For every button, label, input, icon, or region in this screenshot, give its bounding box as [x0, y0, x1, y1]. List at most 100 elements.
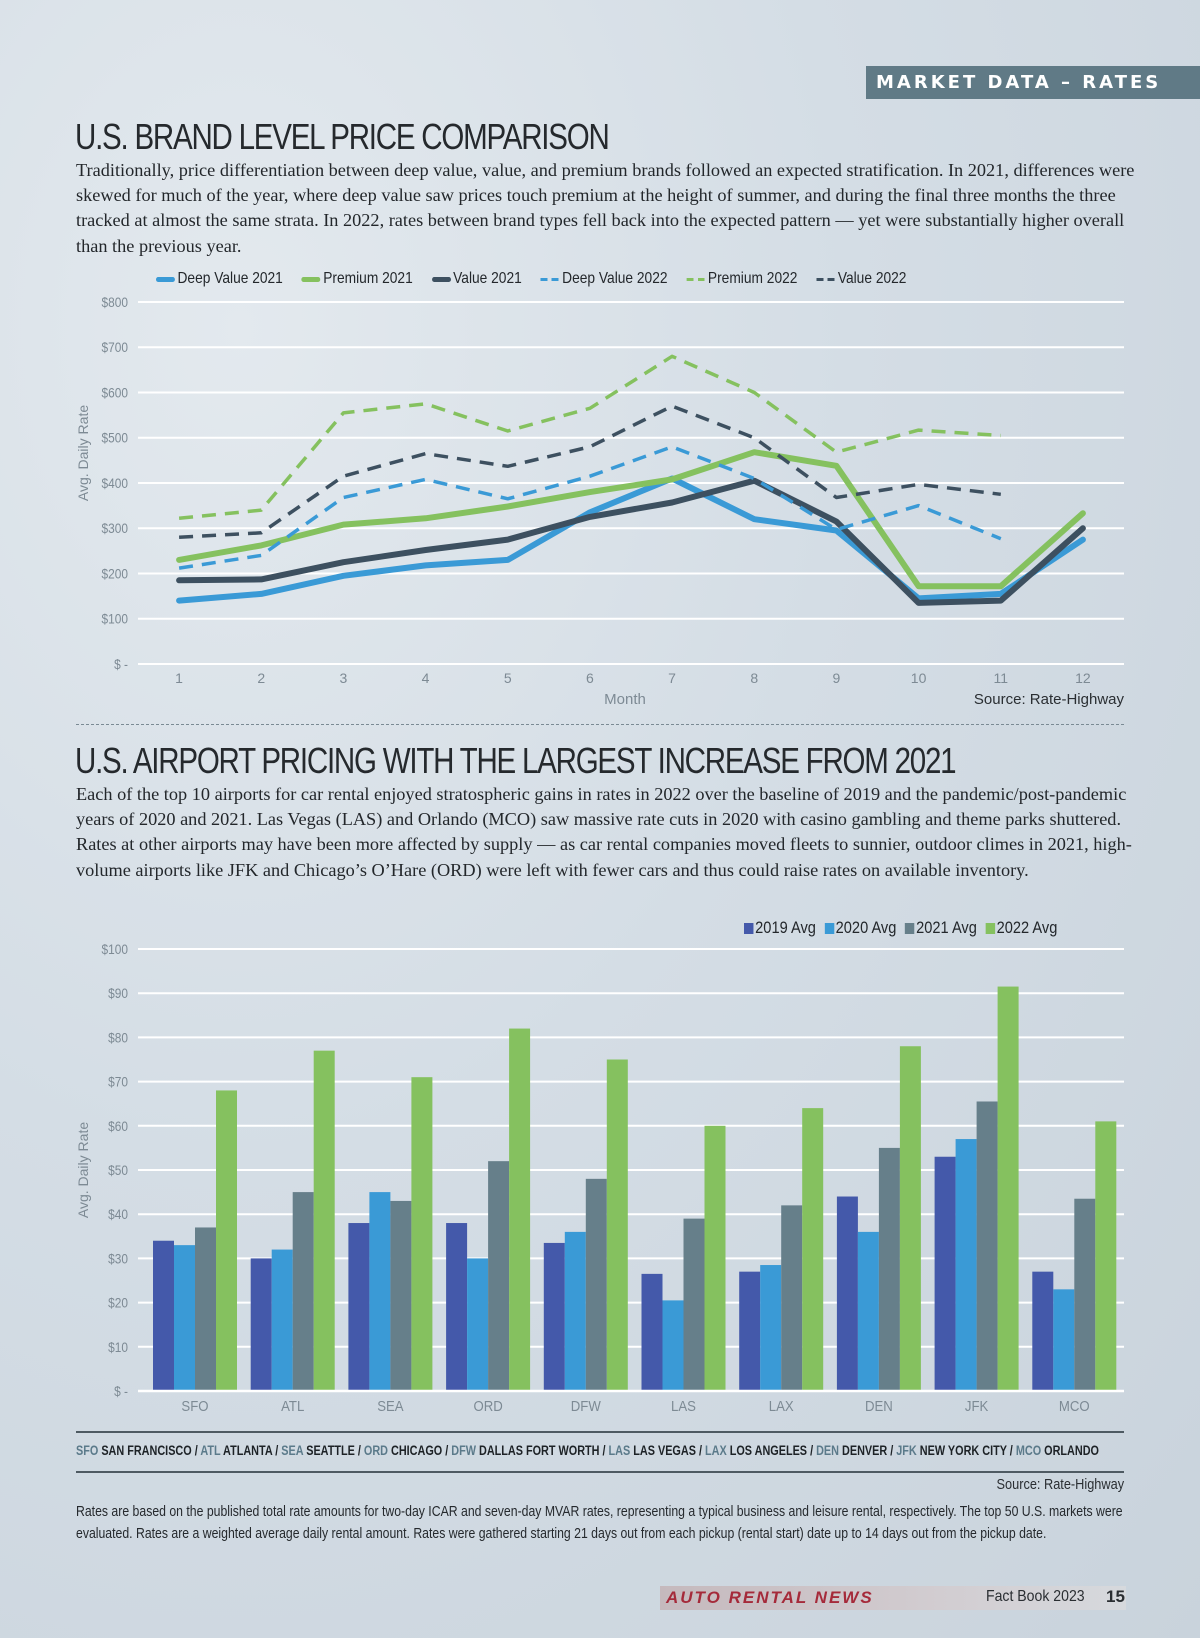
legend-label: 2019 Avg [755, 918, 816, 937]
abbreviation-den: DEN DENVER [816, 1443, 887, 1458]
abbreviations-top-rule [76, 1431, 1124, 1433]
bar-ord-2021-avg [488, 1161, 510, 1391]
y-axis-label: Avg. Daily Rate [75, 1122, 91, 1218]
x-tick-label: LAX [769, 1397, 794, 1414]
y-tick-label: $80 [108, 1029, 128, 1045]
bar-lax-2020-avg [760, 1265, 782, 1391]
bar-sfo-2021-avg [195, 1227, 216, 1391]
bar-jfk-2022-avg [997, 986, 1019, 1391]
airport-city: DALLAS FORT WORTH [478, 1443, 600, 1458]
series-line-value-2022 [179, 404, 1002, 540]
legend-label: 2022 Avg [996, 918, 1058, 937]
legend-item-deep-value-2022: Deep Value 2022 [540, 270, 668, 288]
legend-label: 2020 Avg [835, 918, 897, 937]
legend-swatch [985, 922, 995, 934]
bar-sea-2022-avg [411, 1077, 433, 1391]
airport-code: LAS [608, 1443, 634, 1458]
x-tick-label: 6 [586, 670, 594, 686]
y-tick-label: $200 [102, 566, 128, 582]
airport-pricing-title: U.S. AIRPORT PRICING WITH THE LARGEST IN… [75, 740, 957, 781]
x-tick-label: 1 [175, 670, 183, 686]
legend-item-2022-avg: 2022 Avg [985, 918, 1057, 938]
legend-item-value-2022: Value 2022 [816, 270, 906, 288]
y-tick-label: $ - [114, 656, 128, 672]
separator: / [599, 1443, 609, 1458]
legend-swatch [540, 277, 560, 281]
x-tick-label: 5 [504, 670, 512, 686]
separator: / [191, 1443, 201, 1458]
abbreviation-atl: ATL ATLANTA [200, 1443, 272, 1458]
x-tick-label: 11 [993, 670, 1008, 686]
brand-comparison-title: U.S. BRAND LEVEL PRICE COMPARISON [75, 116, 610, 157]
bar-sea-2019-avg [348, 1223, 370, 1391]
x-tick-label: LAS [671, 1397, 696, 1414]
x-tick-label: 7 [668, 670, 676, 686]
bar-mco-2020-avg [1053, 1289, 1075, 1391]
legend-swatch [431, 276, 451, 282]
section-divider [76, 724, 1124, 725]
series-line-value-2021 [176, 477, 1086, 606]
abbreviation-dfw: DFW DALLAS FORT WORTH [451, 1443, 599, 1458]
abbreviation-las: LAS LAS VEGAS [609, 1443, 696, 1458]
x-tick-label: DFW [571, 1397, 602, 1414]
legend-swatch [686, 277, 706, 281]
footer-bar [660, 1586, 1126, 1610]
bar-las-2021-avg [683, 1218, 705, 1391]
x-tick-label: ORD [473, 1397, 502, 1414]
section-tag: MARKET DATA – RATES [866, 66, 1200, 99]
methodology-note: Rates are based on the published total r… [76, 1504, 1123, 1542]
bar-mco-2021-avg [1074, 1198, 1096, 1391]
legend-item-premium-2022: Premium 2022 [686, 270, 797, 288]
y-tick-label: $500 [102, 430, 128, 446]
y-tick-label: $20 [108, 1295, 128, 1311]
bar-jfk-2020-avg [955, 1139, 977, 1391]
publication-name: Fact Book 2023 [986, 1588, 1085, 1605]
legend-label: Deep Value 2022 [562, 270, 668, 287]
legend-label: Value 2021 [453, 270, 522, 287]
bar-sea-2021-avg [390, 1200, 412, 1391]
abbreviations-bottom-rule [76, 1471, 1124, 1473]
y-tick-label: $30 [108, 1250, 128, 1266]
separator: / [1006, 1443, 1016, 1458]
y-tick-label: $ - [114, 1383, 128, 1399]
legend-label: Premium 2021 [323, 270, 413, 287]
y-tick-label: $10 [108, 1339, 128, 1355]
airport-city: SEATTLE [306, 1443, 355, 1458]
legend-swatch [301, 276, 321, 282]
bar-atl-2022-avg [313, 1050, 335, 1391]
bar-lax-2022-avg [802, 1108, 824, 1391]
x-tick-label: 8 [750, 670, 758, 686]
abbreviation-sea: SEA SEATTLE [281, 1443, 355, 1458]
bar-chart: $ - $10 $20 $30 $40 $50 $60 $70 $80 $90 $100 Avg. D… [75, 941, 1124, 1414]
bar-las-2020-avg [662, 1300, 684, 1391]
airport-code: ATL [200, 1443, 224, 1458]
y-tick-label: $100 [102, 941, 128, 957]
legend-item-deep-value-2021: Deep Value 2021 [156, 270, 283, 288]
airport-city: CHICAGO [391, 1443, 443, 1458]
y-tick-label: $100 [102, 611, 128, 627]
x-tick-label: 2 [257, 670, 265, 686]
y-tick-label: $700 [102, 339, 128, 355]
legend-label: Premium 2022 [707, 270, 798, 287]
airport-city: ATLANTA [223, 1443, 273, 1458]
bar-ord-2020-avg [467, 1258, 489, 1391]
legend-item-2021-avg: 2021 Avg [904, 918, 977, 938]
series-line-deep-value-2021 [176, 475, 1086, 604]
bar-mco-2022-avg [1095, 1121, 1117, 1391]
publication-brand: AUTO RENTAL NEWS [666, 1588, 874, 1607]
bar-sea-2020-avg [369, 1192, 391, 1391]
airport-code: DEN [816, 1443, 843, 1458]
separator: / [354, 1443, 364, 1458]
line-chart-legend: Deep Value 2021 Premium 2021 Value 2021 Dee… [156, 270, 925, 288]
airport-code: SEA [281, 1443, 307, 1458]
abbreviation-sfo: SFO SAN FRANCISCO [76, 1443, 192, 1458]
x-tick-label: JFK [965, 1397, 989, 1414]
legend-swatch [816, 277, 836, 281]
y-tick-label: $90 [108, 985, 128, 1001]
y-tick-label: $800 [102, 294, 128, 310]
airport-city: LOS ANGELES [729, 1443, 808, 1458]
airport-abbreviations: SFO SAN FRANCISCO / ATL ATLANTA / SEA SE… [76, 1443, 1099, 1458]
bar-mco-2019-avg [1032, 1271, 1054, 1391]
bar-dfw-2020-avg [564, 1231, 586, 1391]
y-axis-label: Avg. Daily Rate [75, 405, 91, 501]
